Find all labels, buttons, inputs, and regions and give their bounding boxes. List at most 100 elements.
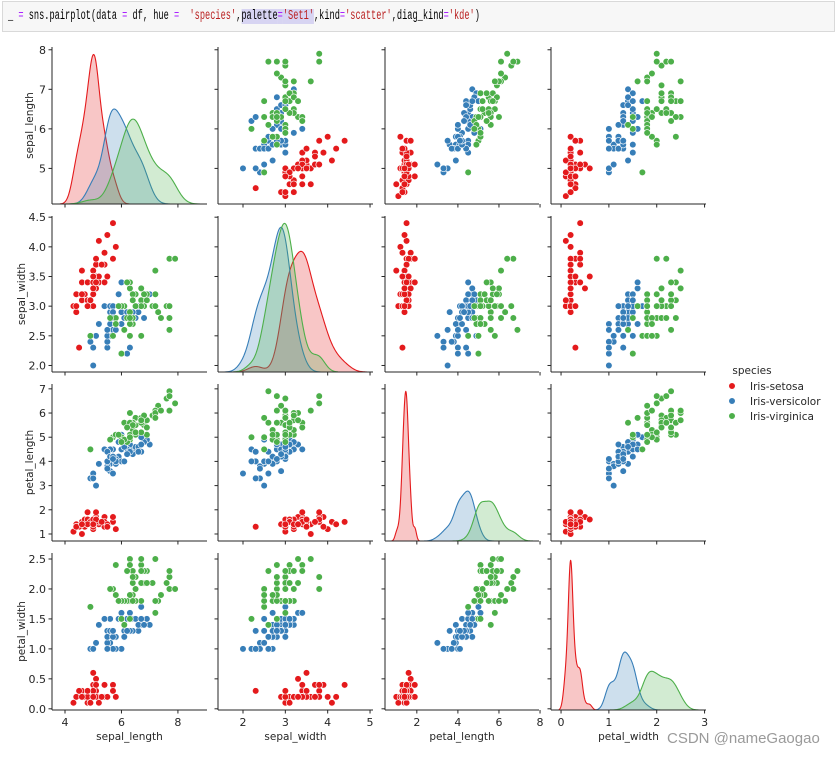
point-Iris-virginica bbox=[677, 97, 685, 105]
code-token: df, hue bbox=[127, 9, 174, 24]
point-Iris-versicolor bbox=[252, 645, 260, 653]
point-Iris-virginica bbox=[269, 133, 277, 141]
point-Iris-virginica bbox=[470, 597, 478, 605]
point-Iris-setosa bbox=[294, 693, 302, 701]
y-axis-label: petal_width bbox=[16, 601, 28, 662]
point-Iris-versicolor bbox=[95, 320, 103, 328]
panel-sepal_length-vs-petal_length bbox=[381, 47, 541, 208]
kde-line-Iris-setosa bbox=[558, 559, 597, 711]
point-Iris-virginica bbox=[657, 296, 666, 304]
point-Iris-versicolor bbox=[298, 609, 306, 617]
y-tick-label: 5 bbox=[39, 431, 46, 444]
point-Iris-setosa bbox=[402, 152, 411, 161]
point-Iris-setosa bbox=[112, 525, 120, 533]
point-Iris-virginica bbox=[129, 573, 137, 581]
point-Iris-virginica bbox=[624, 326, 632, 334]
code-token: , bbox=[236, 9, 242, 24]
point-Iris-setosa bbox=[324, 693, 332, 701]
point-Iris-versicolor bbox=[273, 93, 281, 101]
code-token: 'Set1' bbox=[282, 9, 314, 24]
point-Iris-virginica bbox=[653, 290, 661, 298]
point-Iris-virginica bbox=[165, 573, 174, 581]
point-Iris-setosa bbox=[302, 145, 311, 153]
point-Iris-setosa bbox=[112, 693, 120, 701]
x-tick-label: 4 bbox=[61, 716, 68, 729]
point-Iris-setosa bbox=[567, 278, 575, 287]
code-token: 'kde' bbox=[448, 9, 475, 24]
point-Iris-virginica bbox=[273, 407, 281, 415]
point-Iris-setosa bbox=[86, 296, 94, 304]
point-Iris-virginica bbox=[165, 326, 174, 334]
point-Iris-virginica bbox=[638, 168, 646, 176]
point-Iris-versicolor bbox=[629, 290, 637, 298]
code-token: 'species' bbox=[189, 9, 237, 24]
point-Iris-virginica bbox=[281, 609, 289, 617]
point-Iris-versicolor bbox=[277, 450, 285, 458]
point-Iris-virginica bbox=[131, 302, 140, 310]
point-Iris-virginica bbox=[643, 109, 651, 117]
point-Iris-virginica bbox=[643, 77, 651, 86]
point-Iris-versicolor bbox=[433, 160, 441, 169]
point-Iris-virginica bbox=[281, 97, 289, 105]
point-Iris-setosa bbox=[576, 160, 584, 169]
point-Iris-virginica bbox=[120, 326, 128, 334]
point-Iris-virginica bbox=[474, 591, 483, 599]
point-Iris-versicolor bbox=[629, 105, 637, 113]
kde-line-Iris-versicolor bbox=[224, 226, 321, 373]
point-Iris-setosa bbox=[567, 520, 575, 528]
kde-fill-Iris-versicolor bbox=[424, 491, 494, 541]
legend: species Iris-setosa Iris-versicolor Iris-vi… bbox=[728, 365, 821, 423]
point-Iris-virginica bbox=[315, 585, 323, 593]
point-Iris-virginica bbox=[653, 141, 661, 149]
point-Iris-virginica bbox=[487, 326, 495, 334]
point-Iris-setosa bbox=[89, 669, 97, 677]
point-Iris-virginica bbox=[513, 326, 522, 334]
legend-label: Iris-virginica bbox=[750, 411, 814, 423]
point-Iris-virginica bbox=[126, 314, 134, 322]
point-Iris-virginica bbox=[126, 591, 134, 599]
point-Iris-virginica bbox=[476, 597, 485, 605]
point-Iris-virginica bbox=[672, 314, 680, 322]
point-Iris-virginica bbox=[667, 117, 675, 125]
point-Iris-virginica bbox=[672, 133, 680, 141]
point-Iris-virginica bbox=[503, 255, 511, 263]
point-Iris-virginica bbox=[281, 431, 289, 439]
watermark: CSDN @nameGaogao bbox=[667, 730, 820, 747]
point-Iris-setosa bbox=[398, 249, 407, 257]
point-Iris-setosa bbox=[328, 156, 336, 165]
point-Iris-setosa bbox=[89, 284, 97, 292]
point-Iris-versicolor bbox=[605, 145, 613, 153]
point-Iris-versicolor bbox=[458, 615, 466, 623]
point-Iris-setosa bbox=[72, 302, 80, 310]
point-Iris-versicolor bbox=[446, 627, 454, 635]
point-Iris-virginica bbox=[115, 431, 123, 439]
code-line[interactable]: _ = sns.pairplot(data = df, hue = 'speci… bbox=[8, 9, 480, 24]
point-Iris-versicolor bbox=[439, 164, 448, 173]
point-Iris-virginica bbox=[281, 573, 289, 581]
point-Iris-virginica bbox=[495, 284, 503, 292]
point-Iris-virginica bbox=[476, 296, 485, 304]
point-Iris-virginica bbox=[633, 77, 642, 86]
point-Iris-virginica bbox=[112, 561, 120, 569]
point-Iris-setosa bbox=[392, 266, 400, 275]
point-Iris-setosa bbox=[311, 518, 319, 526]
point-Iris-virginica bbox=[497, 555, 505, 563]
point-Iris-virginica bbox=[264, 621, 273, 629]
point-Iris-setosa bbox=[400, 290, 409, 298]
point-Iris-versicolor bbox=[264, 469, 273, 478]
code-cell[interactable]: _ = sns.pairplot(data = df, hue = 'speci… bbox=[2, 1, 835, 32]
point-Iris-setosa bbox=[407, 137, 415, 145]
point-Iris-setosa bbox=[252, 523, 260, 531]
panel-sepal_width-vs-sepal_length: 2.0 2.5 3.0 3.5 4.0 4.5 bbox=[29, 211, 207, 376]
kde-line-Iris-versicolor bbox=[595, 651, 661, 711]
point-Iris-virginica bbox=[667, 97, 675, 105]
point-Iris-virginica bbox=[648, 133, 656, 141]
point-Iris-setosa bbox=[319, 148, 328, 157]
point-Iris-setosa bbox=[315, 687, 323, 695]
x-tick-label: 2 bbox=[239, 716, 246, 729]
point-Iris-virginica bbox=[648, 332, 656, 340]
point-Iris-virginica bbox=[273, 561, 281, 569]
point-Iris-versicolor bbox=[140, 621, 148, 629]
point-Iris-setosa bbox=[75, 687, 83, 695]
point-Iris-virginica bbox=[281, 597, 289, 605]
